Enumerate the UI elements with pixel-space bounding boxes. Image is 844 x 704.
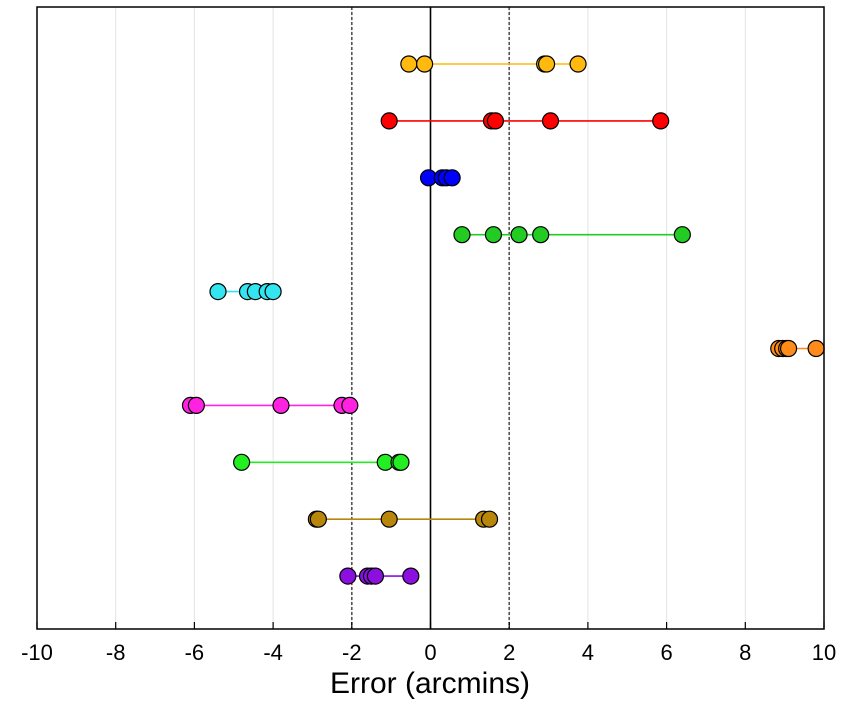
x-tick-label: 2 <box>503 640 515 665</box>
reference-lines <box>350 7 511 629</box>
data-point <box>807 339 825 358</box>
series-10 <box>339 567 420 585</box>
data-point <box>484 226 503 244</box>
series-layer <box>181 55 825 585</box>
x-tick-label: 0 <box>424 640 436 665</box>
data-point <box>453 226 471 244</box>
data-point <box>392 453 410 471</box>
data-point <box>209 283 227 301</box>
data-point <box>673 226 691 244</box>
data-point <box>443 169 461 187</box>
x-tick-label: -6 <box>185 640 205 665</box>
data-point <box>272 396 290 414</box>
data-point <box>510 226 528 244</box>
data-point <box>402 567 420 585</box>
data-point <box>400 55 418 73</box>
series-2 <box>380 112 670 130</box>
x-tick-label: -10 <box>21 640 53 665</box>
x-tick-label: 8 <box>739 640 751 665</box>
x-tick-label: 10 <box>812 640 836 665</box>
data-point <box>339 567 357 585</box>
data-point <box>415 55 434 73</box>
data-point <box>341 396 359 414</box>
x-tick-label: -4 <box>263 640 283 665</box>
data-point <box>541 112 560 130</box>
series-6 <box>770 339 825 358</box>
data-point <box>652 112 670 130</box>
data-point <box>264 283 282 301</box>
data-point <box>233 453 251 471</box>
series-3 <box>419 169 461 187</box>
data-point <box>366 567 385 585</box>
series-4 <box>453 226 691 244</box>
series-5 <box>209 283 282 301</box>
x-ticks: -10 -8 -6 -4 -2 0 2 4 6 8 10 <box>21 622 836 665</box>
data-point <box>486 112 505 130</box>
data-point <box>380 112 398 130</box>
series-8 <box>233 453 410 471</box>
series-9 <box>307 510 499 528</box>
x-tick-label: 4 <box>582 640 594 665</box>
x-tick-label: -8 <box>106 640 126 665</box>
data-point <box>480 510 499 528</box>
data-point <box>187 396 205 414</box>
x-tick-label: -2 <box>342 640 362 665</box>
series-1 <box>400 55 587 73</box>
data-point <box>309 510 327 528</box>
series-7 <box>181 396 359 414</box>
x-axis-title: Error (arcmins) <box>330 667 530 700</box>
data-point <box>532 226 550 244</box>
data-point <box>779 339 798 358</box>
x-tick-label: 6 <box>660 640 672 665</box>
data-point <box>569 55 587 73</box>
data-point <box>537 55 556 73</box>
data-point <box>380 510 398 528</box>
